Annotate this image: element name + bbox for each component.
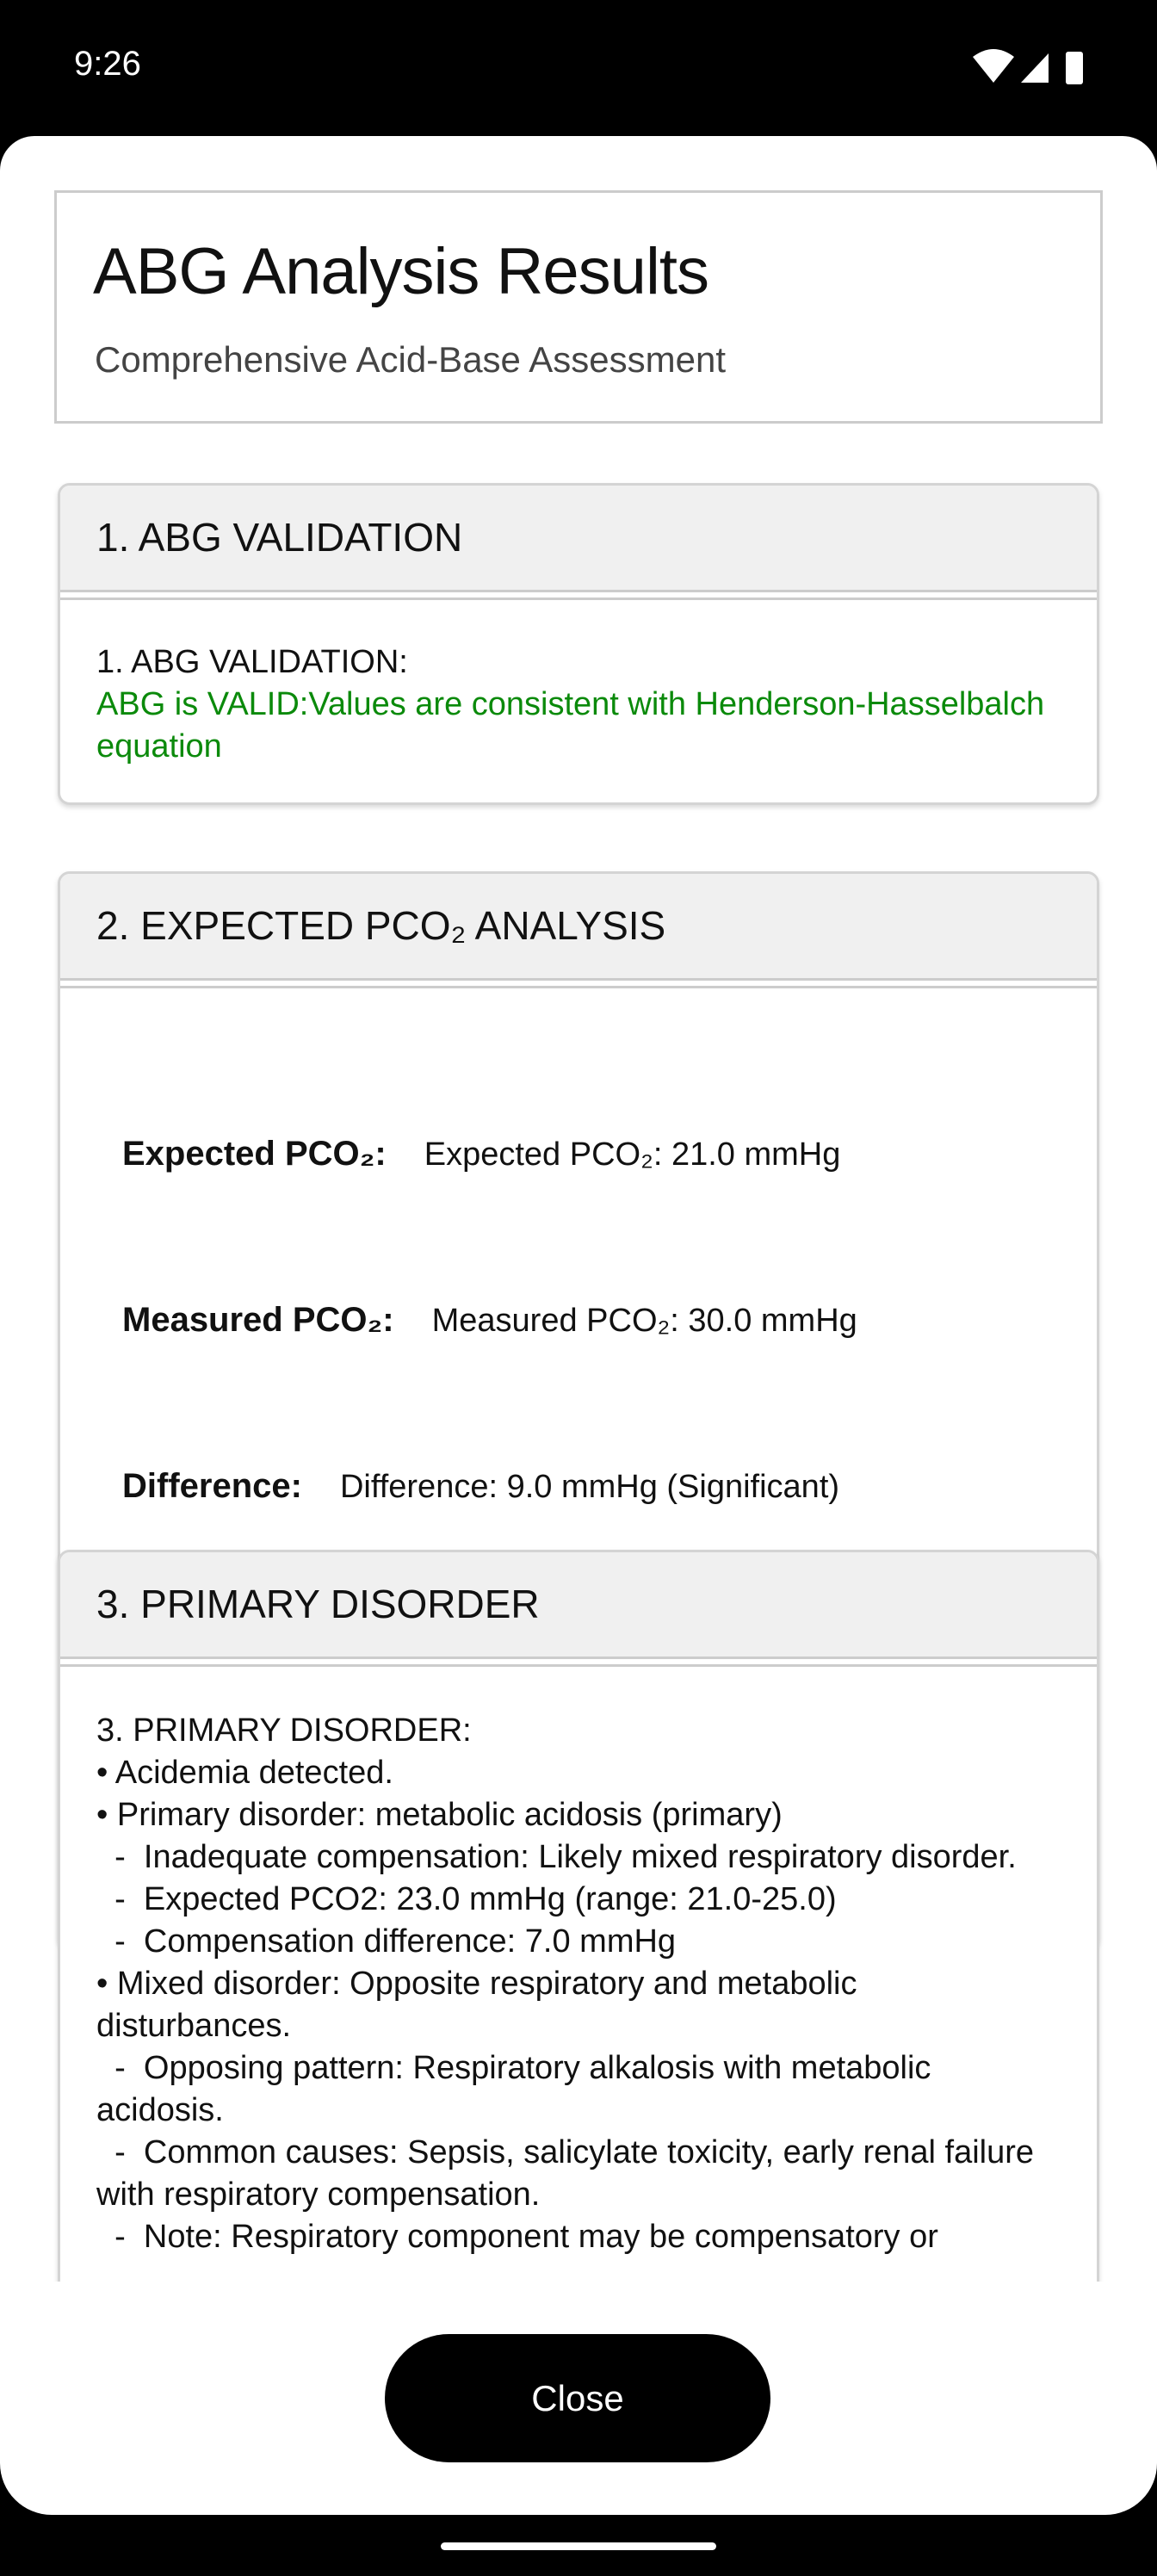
body-line: • Mixed disorder: Opposite respiratory a… <box>96 1966 867 2044</box>
section-title: 2. EXPECTED PCO₂ ANALYSIS <box>60 874 1097 981</box>
status-bar: 9:26 <box>0 0 1157 136</box>
home-indicator <box>441 2542 716 2550</box>
row-value: Difference: 9.0 mmHg (Significant) <box>339 1469 840 1505</box>
section-title: 1. ABG VALIDATION <box>60 486 1097 592</box>
body-line: • Primary disorder: metabolic acidosis (… <box>96 1797 783 1833</box>
section-card: 3. PRIMARY DISORDER 3. PRIMARY DISORDER:… <box>58 1550 1099 2282</box>
body-line: - Inadequate compensation: Likely mixed … <box>96 1839 1017 1875</box>
body-line: - Note: Respiratory component may be com… <box>96 2219 938 2255</box>
title: ABG Analysis Results <box>93 235 709 308</box>
section-body: 3. PRIMARY DISORDER: • Acidemia detected.… <box>60 1664 1097 2282</box>
dialog: ABG Analysis Results Comprehensive Acid-… <box>0 136 1157 2515</box>
section-title: 3. PRIMARY DISORDER <box>60 1552 1097 1659</box>
subtitle: Comprehensive Acid-Base Assessment <box>95 339 727 380</box>
header: ABG Analysis Results Comprehensive Acid-… <box>54 190 1103 424</box>
row-label: Measured PCO₂: <box>122 1301 394 1339</box>
status-icons <box>973 49 1083 84</box>
section-body: 1. ABG VALIDATION: ABG is VALID:Values ar… <box>60 598 1097 802</box>
validation-result: ABG is VALID:Values are consistent with … <box>96 686 1054 765</box>
body-line: • Acidemia detected. <box>96 1755 393 1791</box>
row: Difference: Difference: 9.0 mmHg (Signifi… <box>122 1465 1061 1508</box>
row-value: Measured PCO₂: 30.0 mmHg <box>431 1303 857 1339</box>
section-card: 1. ABG VALIDATION 1. ABG VALIDATION: ABG … <box>58 483 1099 805</box>
body-line: 1. ABG VALIDATION: <box>96 644 408 680</box>
scroll-area: ABG Analysis Results Comprehensive Acid-… <box>0 136 1157 2282</box>
row: Expected PCO₂: Expected PCO₂: 21.0 mmHg <box>122 1133 1061 1176</box>
body-line: - Expected PCO2: 23.0 mmHg (range: 21.0-… <box>96 1881 837 1917</box>
body-line: - Compensation difference: 7.0 mmHg <box>96 1923 677 1960</box>
row: Measured PCO₂: Measured PCO₂: 30.0 mmHg <box>122 1299 1061 1342</box>
row-label: Expected PCO₂: <box>122 1135 387 1173</box>
body-line: 3. PRIMARY DISORDER: <box>96 1712 472 1749</box>
close-button[interactable]: Close <box>385 2334 770 2462</box>
body-line: - Common causes: Sepsis, salicylate toxi… <box>96 2134 1043 2213</box>
body-line: - Opposing pattern: Respiratory alkalosi… <box>96 2050 940 2128</box>
clock: 9:26 <box>74 45 141 83</box>
row-value: Expected PCO₂: 21.0 mmHg <box>424 1136 841 1173</box>
row-label: Difference: <box>122 1467 302 1505</box>
